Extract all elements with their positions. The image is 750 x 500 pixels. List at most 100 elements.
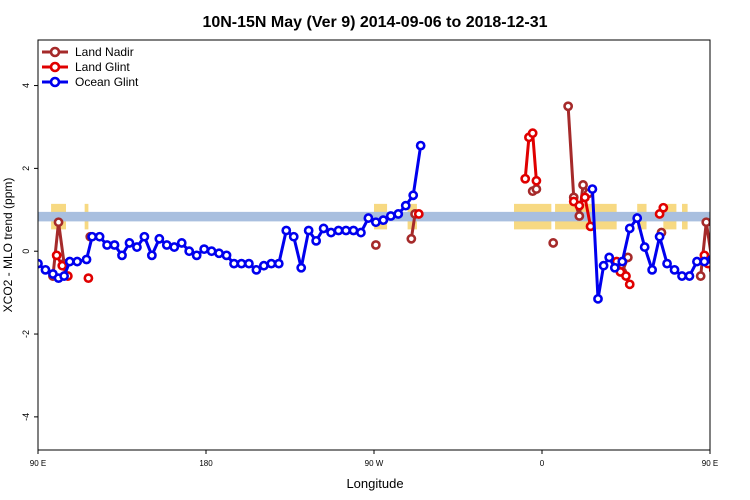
series-2-point-1-22 <box>746 254 750 261</box>
legend-swatch-marker-1 <box>49 61 61 73</box>
series-2-point-1-17 <box>706 254 710 265</box>
series-2-point-0-27 <box>229 258 239 269</box>
series-2-point-0-22 <box>191 250 202 261</box>
series-2-point-0-38 <box>311 235 322 246</box>
series-2-point-0-19 <box>169 242 180 252</box>
x-tick-label-0: 90 E <box>30 459 46 468</box>
series-1-point-3-3 <box>531 175 542 186</box>
series-2-point-0-25 <box>214 248 224 259</box>
series-2-point-0-5 <box>64 256 75 267</box>
y-tick-label-0: -4 <box>21 413 31 421</box>
series-1-point-0-0 <box>51 250 62 261</box>
series-2-point-1-3 <box>604 252 615 263</box>
series-2-point-0-28 <box>236 258 247 269</box>
chart-title: 10N-15N May (Ver 9) 2014-09-06 to 2018-1… <box>202 14 547 31</box>
series-0-point-6-3 <box>578 180 588 190</box>
series-2-point-1-5 <box>617 256 628 267</box>
series-2-point-0-15 <box>139 231 150 242</box>
series-1-point-4-1 <box>574 200 585 211</box>
series-2-point-0-4 <box>59 271 70 281</box>
series-2-point-0-10 <box>102 240 112 250</box>
series-0-point-2-0 <box>370 240 381 250</box>
legend-label-0: Land Nadir <box>75 45 134 59</box>
series-2-point-1-4 <box>609 262 620 273</box>
series-2-point-1-13 <box>677 271 687 281</box>
series-2-point-0-12 <box>117 250 127 261</box>
series-2-point-0-45 <box>363 213 374 223</box>
series-1-point-2-0 <box>413 209 424 219</box>
series-1-point-5-2 <box>621 271 631 281</box>
series-2-point-0-11 <box>109 240 120 250</box>
series-2-point-0-31 <box>258 260 269 271</box>
x-tick-label-3: 0 <box>540 459 545 468</box>
series-2-point-0-37 <box>303 225 314 236</box>
series-2-point-0-29 <box>244 258 254 269</box>
series-2-point-0-48 <box>385 211 396 221</box>
series-2-point-0-21 <box>184 246 195 257</box>
series-1-point-3-2 <box>527 128 538 139</box>
y-axis-label: XCO2 - MLO trend (ppm) <box>1 178 15 313</box>
y-tick-label-3: 2 <box>21 166 31 171</box>
series-2-point-0-30 <box>251 264 262 275</box>
series-2-point-0-42 <box>341 225 351 236</box>
series-2-point-1-21 <box>738 241 745 248</box>
series-2-point-0-20 <box>176 238 187 248</box>
series-0-point-9-1 <box>701 217 710 228</box>
series-2-point-0-41 <box>333 225 344 236</box>
series-2-point-1-19 <box>723 233 730 240</box>
series-2-point-0-1 <box>40 264 51 275</box>
series-2-point-1-10 <box>654 231 665 242</box>
series-2-point-1-12 <box>669 264 680 275</box>
x-tick-label-4: 90 E <box>702 459 718 468</box>
series-1-point-0-1 <box>57 260 68 271</box>
series-0-point-0-1 <box>53 217 64 228</box>
series-2 <box>38 140 750 304</box>
series-2-point-0-9 <box>94 231 105 242</box>
legend-item-0: Land Nadir <box>42 45 134 59</box>
series-2-point-1-0 <box>587 184 598 194</box>
land-shade-9 <box>712 204 729 230</box>
series-2-point-0-43 <box>348 225 359 236</box>
series-2-point-1-2 <box>598 260 609 271</box>
legend-swatch-marker-2 <box>49 76 61 88</box>
series-2-point-0-35 <box>288 231 299 242</box>
series-1-point-7-2 <box>708 266 710 274</box>
series-2-point-1-7 <box>632 213 643 223</box>
series-2-point-0-44 <box>356 227 366 238</box>
series-2-point-0-46 <box>370 217 381 228</box>
series-2-point-0-26 <box>221 250 232 261</box>
y-tick-label-1: -2 <box>21 330 31 338</box>
series-2-point-1-8 <box>639 242 650 252</box>
series-2-point-1-15 <box>692 256 702 267</box>
y-tick-label-2: 0 <box>21 249 31 254</box>
series-2-point-0-17 <box>154 233 165 244</box>
x-tick-label-2: 90 W <box>365 459 384 468</box>
legend-label-2: Ocean Glint <box>75 75 139 89</box>
series-2-point-1-6 <box>624 223 635 234</box>
series-2-point-1-11 <box>662 258 672 269</box>
series-2-point-0-6 <box>72 256 83 267</box>
series-2-point-0-14 <box>132 242 142 252</box>
series-2-point-0-47 <box>378 215 389 226</box>
series-1-point-1-0 <box>83 273 94 284</box>
series-0-point-3-0 <box>406 233 417 244</box>
series-2-point-0-50 <box>400 200 411 211</box>
series-2-point-0-40 <box>326 227 336 238</box>
series-2-point-1-18 <box>716 233 723 240</box>
series-2-point-1-20 <box>731 241 738 248</box>
series-1-point-6-1 <box>658 202 669 213</box>
series-2-point-0-34 <box>281 225 292 236</box>
land-overlay-9 <box>712 212 729 222</box>
series-2-point-0-18 <box>161 240 172 250</box>
series-2-point-1-9 <box>647 264 658 275</box>
series-2-point-1-14 <box>684 271 695 281</box>
series-2-point-0-52 <box>415 140 426 151</box>
x-axis-label: Longitude <box>346 476 403 491</box>
series-2-point-0-39 <box>318 223 329 234</box>
x-axis: 90 E 180 90 W 0 90 E <box>30 450 718 468</box>
x-tick-label-1: 180 <box>199 459 213 468</box>
legend-item-2: Ocean Glint <box>42 75 139 89</box>
series-0-point-4-1 <box>531 184 542 194</box>
